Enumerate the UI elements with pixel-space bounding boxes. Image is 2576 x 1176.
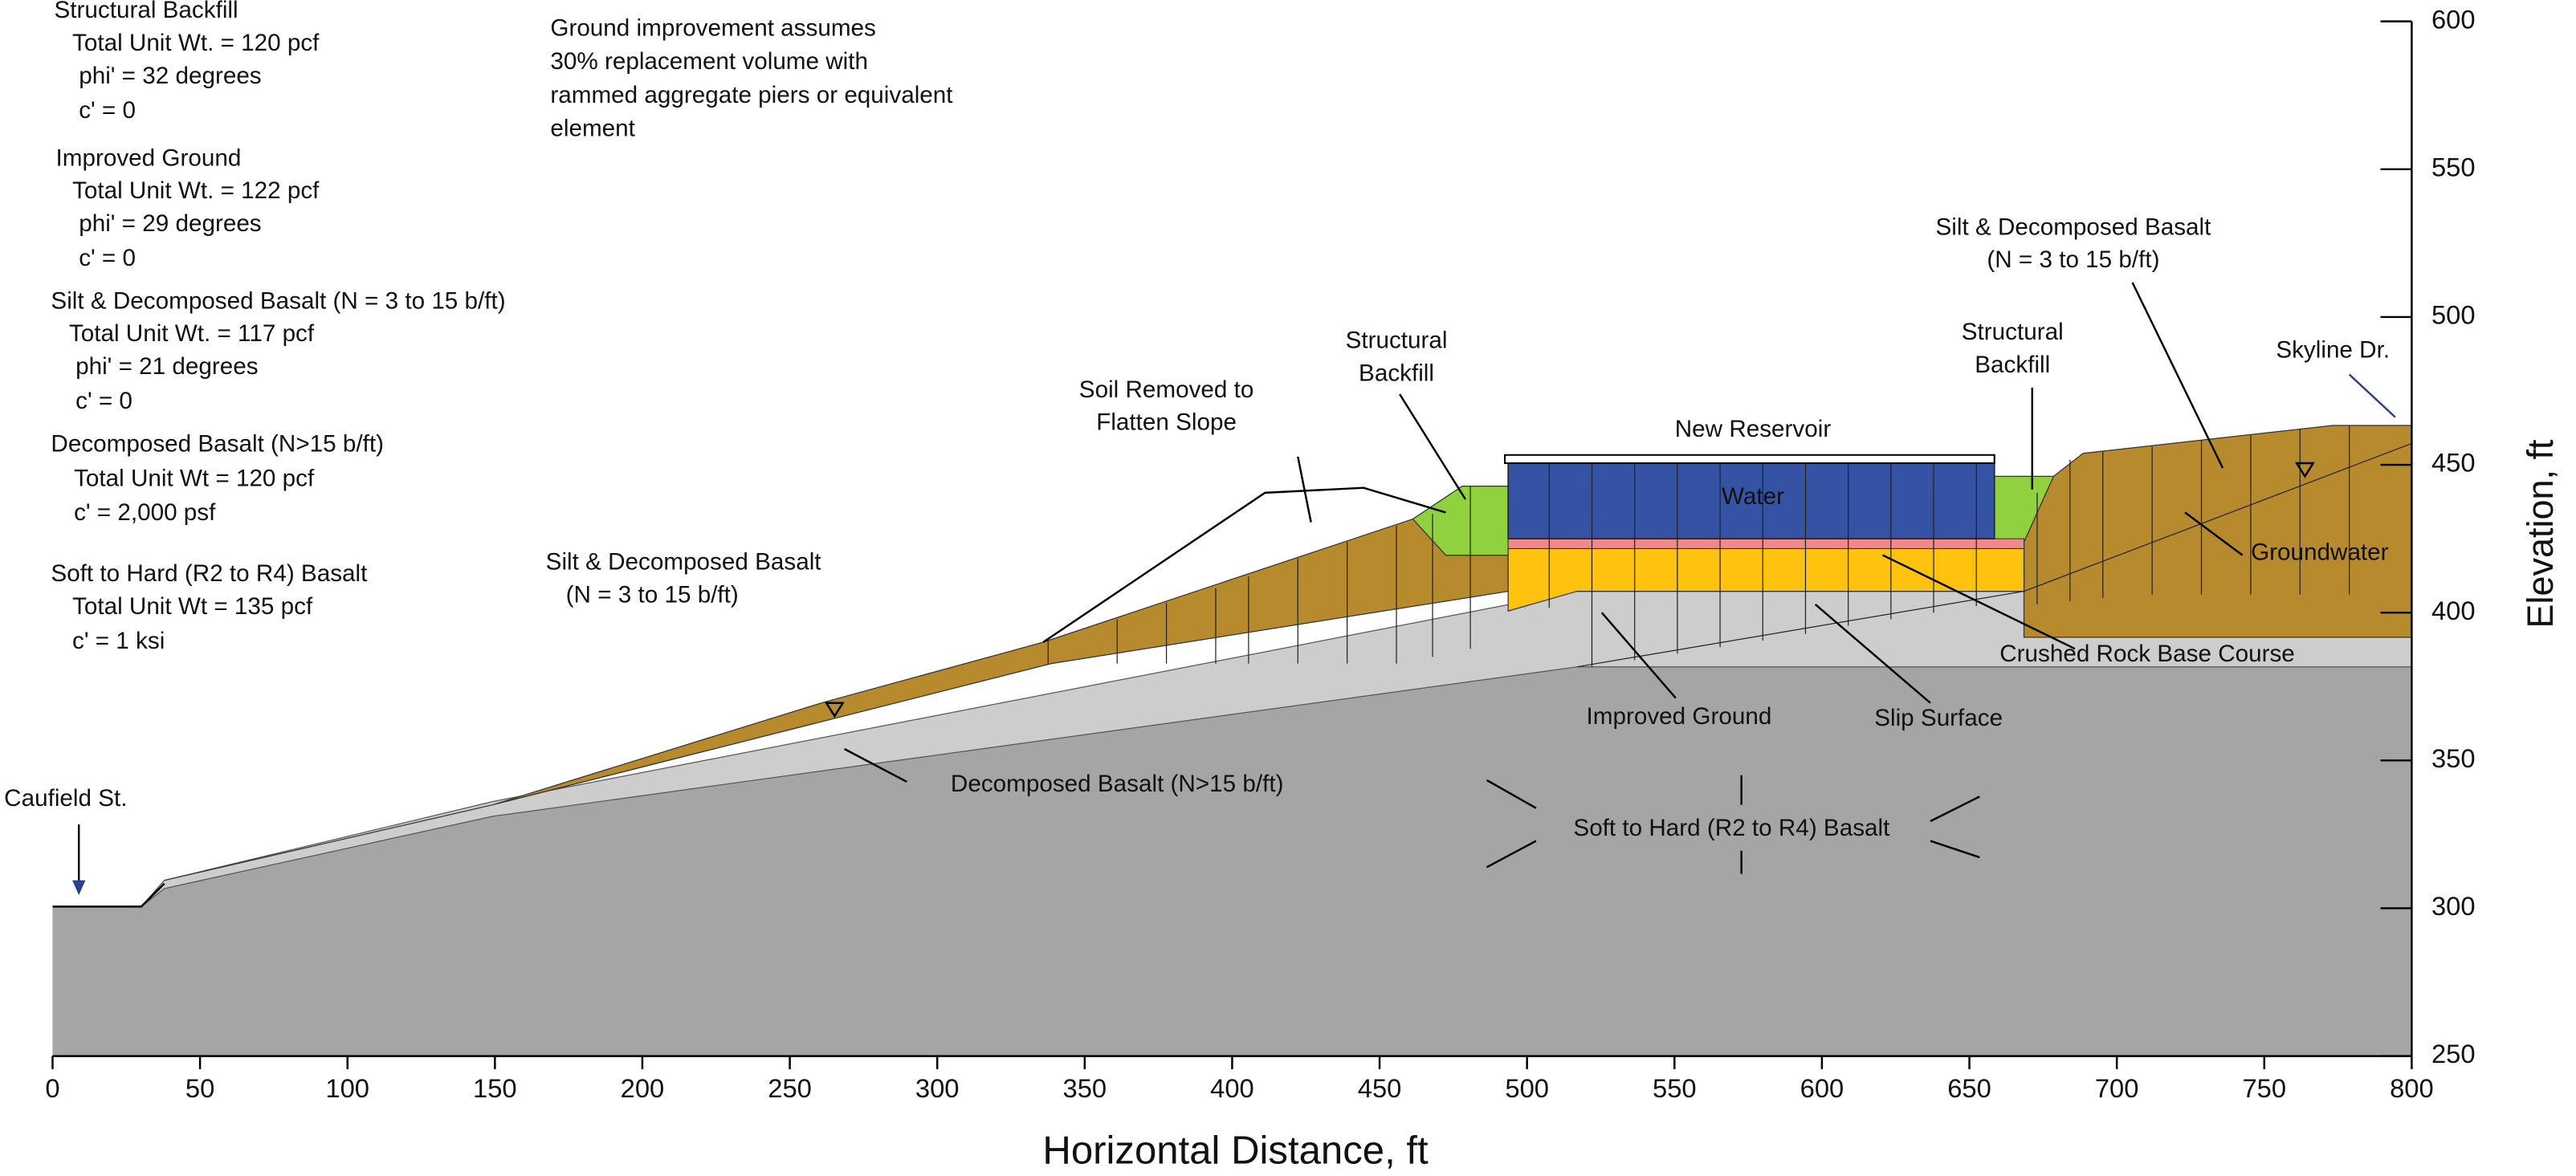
crushed-rock bbox=[1508, 539, 2024, 548]
material-property: c' = 1 ksi bbox=[72, 628, 165, 654]
material-name: Soft to Hard (R2 to R4) Basalt bbox=[51, 560, 368, 587]
material-name: Decomposed Basalt (N>15 b/ft) bbox=[51, 430, 384, 457]
x-tick-label: 800 bbox=[2390, 1073, 2434, 1103]
material-property: phi' = 21 degrees bbox=[75, 353, 258, 380]
x-tick-label: 450 bbox=[1358, 1073, 1402, 1103]
material-property: Total Unit Wt = 135 pcf bbox=[72, 593, 313, 620]
material-name: Silt & Decomposed Basalt (N = 3 to 15 b/… bbox=[51, 287, 505, 314]
x-tick-label: 250 bbox=[768, 1073, 812, 1103]
x-tick-label: 150 bbox=[473, 1073, 517, 1103]
label-groundwater: Groundwater bbox=[2251, 539, 2389, 565]
label-skyline: Skyline Dr. bbox=[2276, 337, 2390, 364]
x-tick-label: 500 bbox=[1505, 1073, 1549, 1103]
x-axis-title: Horizontal Distance, ft bbox=[1042, 1129, 1429, 1172]
label-silt-left: (N = 3 to 15 b/ft) bbox=[566, 582, 739, 608]
material-property: phi' = 29 degrees bbox=[79, 210, 261, 237]
note-line: Ground improvement assumes bbox=[550, 15, 875, 42]
y-tick-label: 400 bbox=[2431, 596, 2476, 625]
material-property: c' = 0 bbox=[79, 245, 136, 271]
label-backfill-left: Backfill bbox=[1359, 360, 1434, 386]
x-tick-label: 300 bbox=[915, 1073, 960, 1103]
x-tick-label: 600 bbox=[1800, 1073, 1844, 1103]
material-name: Structural Backfill bbox=[55, 0, 238, 23]
label-slip-surface: Slip Surface bbox=[1874, 705, 2003, 731]
x-tick-label: 200 bbox=[621, 1073, 665, 1103]
x-tick-label: 100 bbox=[325, 1073, 369, 1103]
x-tick-label: 750 bbox=[2242, 1073, 2286, 1103]
y-tick-label: 450 bbox=[2431, 448, 2476, 478]
label-water: Water bbox=[1722, 483, 1784, 510]
x-tick-label: 650 bbox=[1947, 1073, 1991, 1103]
material-property: c' = 2,000 psf bbox=[74, 499, 216, 526]
material-property: Total Unit Wt = 120 pcf bbox=[74, 465, 315, 491]
x-tick-label: 0 bbox=[45, 1073, 59, 1103]
label-improved-ground: Improved Ground bbox=[1587, 703, 1772, 730]
basalt-layer bbox=[52, 667, 2411, 1056]
label-silt-right: Silt & Decomposed Basalt bbox=[1936, 214, 2212, 240]
label-crushed-rock: Crushed Rock Base Course bbox=[1999, 641, 2295, 667]
cross-section: Structural Backfill Total Unit Wt. = 120 … bbox=[0, 0, 2576, 1176]
label-silt-left: Silt & Decomposed Basalt bbox=[546, 549, 822, 576]
label-backfill-left: Structural bbox=[1346, 327, 1448, 353]
material-property: c' = 0 bbox=[79, 97, 136, 124]
x-tick-label: 700 bbox=[2095, 1073, 2139, 1103]
y-tick-label: 600 bbox=[2431, 4, 2476, 34]
x-tick-label: 550 bbox=[1653, 1073, 1697, 1103]
material-property: phi' = 32 degrees bbox=[79, 63, 261, 89]
page: {"materials":[ {"name":"Structural Backf… bbox=[0, 0, 2576, 1176]
label-reservoir: New Reservoir bbox=[1675, 416, 1832, 442]
material-property: Total Unit Wt. = 120 pcf bbox=[72, 30, 320, 56]
x-tick-label: 400 bbox=[1210, 1073, 1254, 1103]
y-tick-label: 250 bbox=[2431, 1039, 2476, 1068]
soil-layers bbox=[52, 425, 2411, 1056]
label-caufield: Caufield St. bbox=[4, 785, 127, 812]
reservoir-roof bbox=[1505, 455, 1995, 463]
label-silt-right: (N = 3 to 15 b/ft) bbox=[1987, 246, 2159, 273]
y-axis-title: Elevation, ft bbox=[2520, 439, 2561, 629]
y-tick-label: 550 bbox=[2431, 152, 2476, 181]
note-line: rammed aggregate piers or equivalent bbox=[550, 82, 953, 108]
material-property: Total Unit Wt. = 117 pcf bbox=[69, 320, 315, 347]
material-property: c' = 0 bbox=[75, 388, 132, 414]
note-line: 30% replacement volume with bbox=[550, 48, 868, 75]
material-name: Improved Ground bbox=[56, 144, 242, 171]
material-property: Total Unit Wt. = 122 pcf bbox=[72, 177, 320, 204]
label-backfill-right: Structural bbox=[1962, 319, 2064, 345]
label-soil-removed: Flatten Slope bbox=[1096, 409, 1237, 436]
x-tick-label: 50 bbox=[185, 1073, 214, 1103]
x-tick-label: 350 bbox=[1063, 1073, 1107, 1103]
note-line: element bbox=[550, 115, 635, 141]
label-basalt: Soft to Hard (R2 to R4) Basalt bbox=[1573, 815, 1890, 841]
y-tick-label: 300 bbox=[2431, 891, 2476, 921]
y-tick-label: 350 bbox=[2431, 743, 2476, 773]
label-decomposed: Decomposed Basalt (N>15 b/ft) bbox=[951, 771, 1284, 797]
label-soil-removed: Soil Removed to bbox=[1079, 376, 1254, 403]
y-tick-label: 500 bbox=[2431, 300, 2476, 330]
label-backfill-right: Backfill bbox=[1975, 352, 2050, 378]
